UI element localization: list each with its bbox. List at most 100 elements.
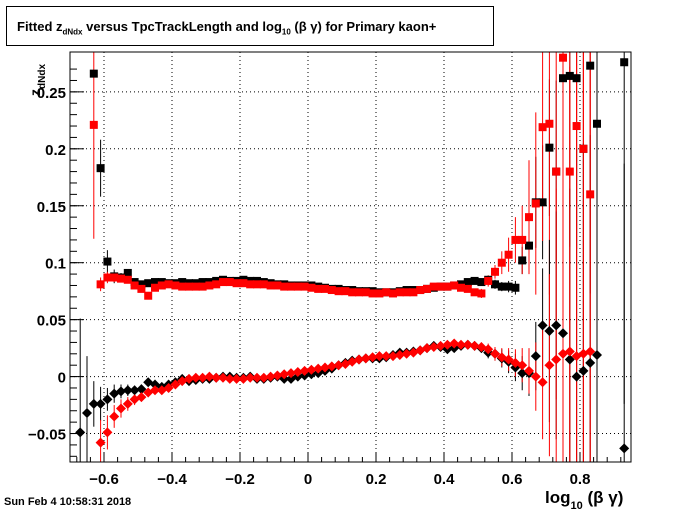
data-point-diamond	[530, 371, 541, 382]
data-point-diamond	[197, 372, 208, 383]
data-point-square	[620, 58, 629, 67]
data-point-diamond	[136, 392, 147, 403]
data-point-diamond	[231, 373, 242, 384]
data-point-square	[198, 282, 207, 291]
data-point-diamond	[184, 373, 194, 384]
data-point-square	[205, 281, 214, 290]
data-point-square	[185, 282, 193, 291]
grid-lines	[70, 52, 631, 462]
data-point-square	[191, 282, 200, 291]
data-point-square	[511, 235, 520, 244]
axes: −0.6 −0.4 −0.2 0 0.2 0.4 0.6 0.8 −0.05 0 0.05 0.1 0.…	[28, 68, 622, 488]
data-point-square	[463, 284, 472, 293]
data-point-diamond	[122, 385, 133, 396]
data-point-diamond	[286, 368, 296, 379]
plot-frame	[69, 51, 632, 463]
data-point-square	[382, 288, 391, 297]
y-tick-label: 0.15	[37, 199, 66, 216]
data-point-diamond	[116, 403, 126, 414]
x-tick-label: 0.4	[434, 471, 456, 488]
data-point-diamond	[211, 372, 222, 383]
data-point-diamond	[129, 385, 140, 396]
data-point-square	[123, 275, 132, 284]
data-point-square	[259, 280, 268, 289]
data-point-diamond	[360, 353, 371, 364]
data-point-diamond	[388, 351, 398, 362]
data-point-diamond	[320, 362, 330, 373]
data-point-square	[538, 123, 547, 132]
data-point-diamond	[462, 339, 473, 350]
data-point-square	[497, 282, 506, 291]
data-point-diamond	[245, 372, 256, 383]
data-point-diamond	[483, 344, 494, 355]
data-point-square	[280, 282, 289, 291]
data-point-diamond	[544, 360, 555, 371]
data-point-square	[164, 280, 173, 289]
data-point-square	[491, 267, 499, 276]
data-point-square	[103, 257, 112, 266]
data-point-diamond	[585, 346, 596, 357]
data-point-diamond	[292, 367, 303, 378]
data-point-square	[334, 287, 343, 296]
data-point-square	[579, 144, 588, 153]
data-point-square	[395, 288, 404, 297]
data-point-square	[443, 282, 452, 291]
data-point-square	[96, 280, 105, 289]
data-point-diamond	[218, 372, 228, 383]
data-point-diamond	[116, 386, 126, 397]
data-point-diamond	[224, 373, 235, 384]
x-tick-label: 0.2	[366, 471, 387, 488]
data-point-square	[321, 284, 329, 293]
data-point-diamond	[279, 369, 290, 380]
data-point-square	[144, 279, 153, 288]
data-point-square	[117, 274, 125, 283]
data-point-diamond	[163, 382, 174, 393]
data-point-diamond	[265, 371, 276, 382]
data-point-diamond	[530, 351, 541, 362]
data-point-square	[416, 286, 425, 295]
data-point-diamond	[537, 320, 548, 331]
data-point-diamond	[82, 408, 92, 419]
data-point-square	[151, 283, 159, 292]
data-point-square	[246, 280, 255, 289]
data-point-square	[545, 119, 554, 128]
data-point-square	[491, 280, 499, 289]
data-point-square	[266, 281, 275, 290]
x-tick-label: 0.8	[570, 471, 591, 488]
data-point-square	[137, 284, 146, 293]
data-point-square	[341, 287, 350, 296]
data-point-square	[559, 53, 567, 62]
data-point-square	[287, 282, 295, 291]
data-point-diamond	[456, 339, 466, 350]
data-point-diamond	[238, 373, 249, 384]
data-point-square	[198, 278, 207, 287]
data-point-square	[225, 278, 234, 287]
data-point-square	[586, 61, 595, 70]
data-point-square	[518, 235, 527, 244]
data-point-diamond	[578, 365, 589, 376]
data-point-diamond	[394, 349, 405, 360]
data-point-square	[463, 278, 472, 287]
data-point-square	[402, 288, 411, 297]
data-point-diamond	[204, 371, 215, 382]
data-point-square	[470, 276, 479, 285]
data-point-square	[477, 289, 486, 298]
data-point-diamond	[333, 360, 344, 371]
data-point-diamond	[258, 372, 269, 383]
data-point-square	[538, 198, 547, 207]
data-point-square	[545, 143, 554, 152]
data-point-square	[361, 288, 370, 297]
data-point-diamond	[517, 360, 528, 371]
y-tick-label: 0.1	[45, 256, 66, 273]
data-point-diamond	[252, 372, 262, 383]
data-point-diamond	[490, 348, 500, 359]
data-point-square	[484, 276, 493, 285]
data-point-square	[110, 273, 119, 282]
data-point-diamond	[585, 357, 596, 368]
data-point-diamond	[564, 354, 575, 365]
data-point-square	[239, 279, 248, 288]
data-point-diamond	[374, 351, 385, 362]
data-point-square	[89, 69, 98, 78]
data-point-square	[327, 286, 336, 295]
